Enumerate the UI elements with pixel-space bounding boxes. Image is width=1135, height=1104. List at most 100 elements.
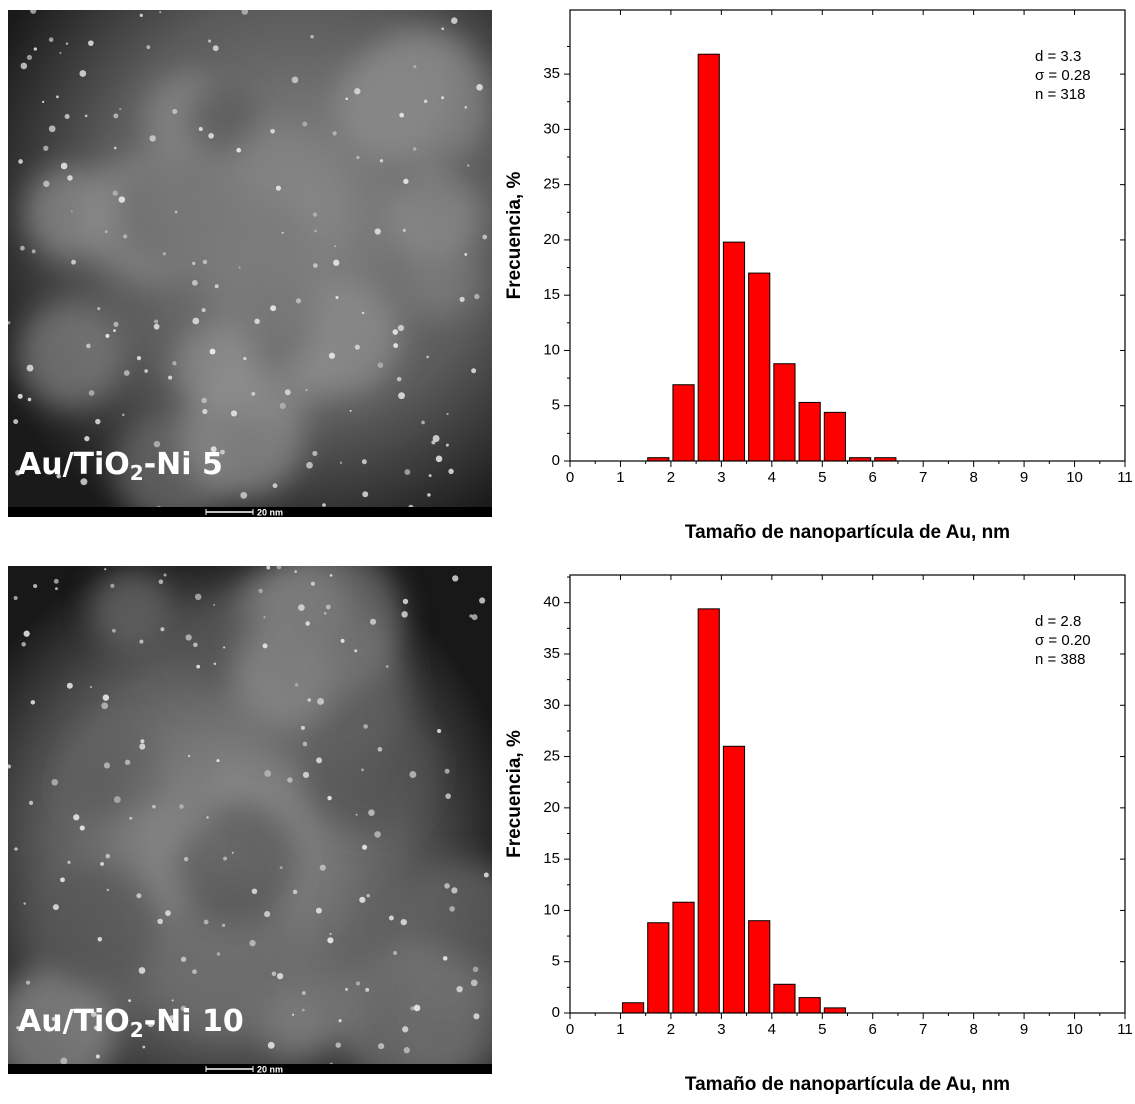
nanoparticle xyxy=(54,587,58,591)
nanoparticle xyxy=(17,393,23,399)
nanoparticle xyxy=(474,293,480,300)
nanoparticle xyxy=(374,831,381,838)
nanoparticle xyxy=(279,402,286,409)
nanoparticle xyxy=(445,443,449,447)
label-part: Au/TiO xyxy=(18,1004,130,1039)
nanoparticle xyxy=(122,413,125,417)
nanoparticle xyxy=(13,596,18,600)
nanoparticle xyxy=(412,147,417,151)
nanoparticle xyxy=(48,125,56,133)
nanoparticle xyxy=(67,175,73,181)
nanoparticle xyxy=(212,45,219,52)
nanoparticle xyxy=(169,1015,175,1021)
nanoparticle xyxy=(398,392,405,400)
y-axis-title: Frecuencia, % xyxy=(504,730,525,858)
x-tick-label: 6 xyxy=(869,469,877,486)
nanoparticle xyxy=(66,682,73,689)
nanoparticle xyxy=(345,987,349,991)
nanoparticle xyxy=(339,461,343,464)
nanoparticle xyxy=(421,420,425,425)
nanoparticle xyxy=(136,356,142,361)
nanoparticle xyxy=(300,725,305,730)
nanoparticle xyxy=(201,397,207,404)
nanoparticle xyxy=(104,230,108,234)
nanoparticle xyxy=(202,259,208,265)
y-tick-label: 15 xyxy=(543,850,560,867)
nanoparticle xyxy=(482,234,488,240)
nanoparticle xyxy=(426,355,429,359)
nanoparticle xyxy=(174,210,178,214)
nanoparticle xyxy=(473,1013,480,1020)
blob xyxy=(153,893,296,1037)
nanoparticle xyxy=(97,936,103,942)
bar xyxy=(798,997,821,1014)
y-tick-label: 35 xyxy=(543,65,560,82)
nanoparticle xyxy=(65,42,69,45)
nanoparticle xyxy=(51,1016,56,1021)
nanoparticle xyxy=(314,229,317,233)
nanoparticle xyxy=(56,473,61,479)
nanoparticle xyxy=(340,638,345,643)
y-tick-label: 20 xyxy=(543,799,560,816)
nanoparticle xyxy=(139,743,146,750)
nanoparticle xyxy=(258,588,263,594)
nanoparticle xyxy=(366,894,370,898)
nanoparticle xyxy=(122,467,126,471)
nanoparticle xyxy=(51,778,59,786)
nanoparticle xyxy=(100,861,105,866)
nanoparticle xyxy=(400,918,407,926)
nanoparticle xyxy=(152,804,156,809)
nanoparticle xyxy=(104,568,107,571)
blob xyxy=(349,28,492,171)
nanoparticle xyxy=(216,952,221,956)
x-tick-label: 6 xyxy=(869,1021,877,1038)
y-axis-title: Frecuencia, % xyxy=(504,172,525,300)
nanoparticle xyxy=(323,611,327,615)
nanoparticle xyxy=(249,939,256,947)
nanoparticle xyxy=(139,13,143,17)
image-label: Au/TiO2-Ni 5 xyxy=(18,447,223,485)
nanoparticle xyxy=(110,583,115,588)
x-tick-label: 8 xyxy=(969,469,977,486)
x-tick-label: 3 xyxy=(717,469,725,486)
nanoparticle xyxy=(203,919,209,925)
nanoparticle xyxy=(20,62,28,70)
nanoparticle xyxy=(123,234,128,239)
nanoparticle xyxy=(139,639,144,644)
nanoparticle xyxy=(361,768,364,772)
nanoparticle xyxy=(272,483,278,489)
nanoparticle xyxy=(385,665,389,668)
nanoparticle xyxy=(267,1041,275,1049)
x-tick-label: 5 xyxy=(818,1021,826,1038)
blob xyxy=(202,211,332,341)
nanoparticle xyxy=(334,245,337,248)
nanoparticle xyxy=(194,593,202,601)
nanoparticle xyxy=(356,155,360,160)
nanoparticle xyxy=(15,469,21,476)
blob xyxy=(8,969,117,1074)
bar xyxy=(748,920,771,1014)
nanoparticle xyxy=(144,369,148,373)
nanoparticle xyxy=(361,311,365,315)
y-tick-label: 15 xyxy=(543,286,560,303)
nanoparticle xyxy=(112,628,116,633)
nanoparticle xyxy=(396,376,402,382)
nanoparticle xyxy=(264,770,272,777)
bar xyxy=(748,272,771,462)
x-tick-label: 1 xyxy=(616,1021,624,1038)
nanoparticle xyxy=(393,343,399,348)
nanoparticle xyxy=(470,979,478,987)
nanoparticle xyxy=(317,698,324,705)
nanoparticle xyxy=(435,455,443,463)
bar xyxy=(773,983,796,1014)
nanoparticle xyxy=(329,574,333,577)
nanoparticle xyxy=(84,435,90,442)
nanoparticle xyxy=(113,146,117,150)
nanoparticle xyxy=(479,597,486,604)
particles-cloud xyxy=(17,28,492,517)
scale-bar-label: 20 nm xyxy=(257,507,283,517)
label-part: -Ni 5 xyxy=(144,447,223,482)
nanoparticle xyxy=(312,212,318,217)
nanoparticle xyxy=(397,324,405,332)
x-axis-title: Tamaño de nanopartícula de Au, nm xyxy=(685,1074,1010,1095)
